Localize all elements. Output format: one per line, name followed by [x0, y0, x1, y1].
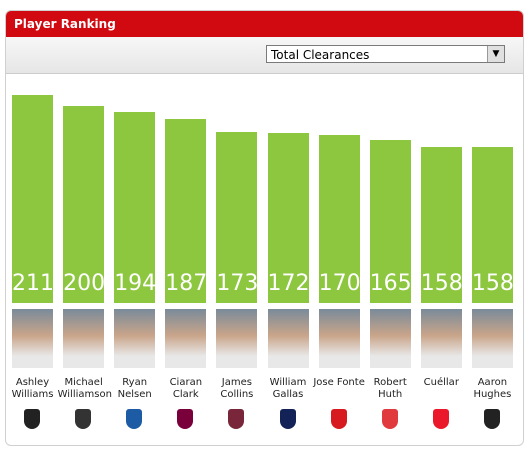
player-name: Cuéllar — [423, 377, 459, 388]
club-crest — [177, 409, 194, 429]
player-name: Ryan Nelsen — [117, 377, 152, 400]
club-crest — [126, 409, 143, 429]
bar — [216, 132, 258, 303]
value-label: 211 — [12, 271, 54, 296]
bar — [267, 133, 309, 303]
value-label: 158 — [420, 271, 463, 296]
player-photo — [369, 309, 411, 368]
bar — [63, 105, 105, 303]
player-name: Jose Fonte — [313, 377, 365, 388]
value-label: 173 — [216, 271, 259, 296]
dropdown-text: Total Clearances — [271, 48, 370, 62]
club-crest — [483, 409, 500, 429]
player-name: Ashley Williams — [11, 377, 54, 400]
toolbar: Total Clearances ▼ — [6, 37, 523, 74]
stat-dropdown[interactable]: Total Clearances ▼ — [266, 45, 505, 63]
club-crest — [228, 409, 245, 429]
player-photo — [318, 309, 360, 368]
player-photo — [114, 309, 156, 368]
club-crest — [24, 409, 40, 429]
bar — [369, 140, 411, 303]
bar — [12, 95, 53, 303]
club-crest — [381, 409, 398, 429]
player-name: James Collins — [220, 377, 254, 400]
player-photo — [216, 309, 258, 368]
player-name: Robert Huth — [373, 377, 407, 400]
club-crest — [279, 409, 296, 429]
player-photo — [165, 309, 207, 368]
player-photo — [12, 309, 53, 368]
player-photo — [471, 309, 513, 368]
bar — [471, 147, 513, 303]
player-name: Ciaran Clark — [169, 377, 203, 400]
club-crest — [432, 409, 449, 429]
bar — [420, 147, 462, 303]
club-crest — [330, 409, 347, 429]
value-label: 194 — [114, 271, 157, 296]
player-name: Aaron Hughes — [473, 377, 512, 400]
value-label: 165 — [369, 271, 412, 296]
player-photo — [63, 309, 105, 368]
player-photo — [420, 309, 462, 368]
player-photo — [267, 309, 309, 368]
club-crest — [75, 409, 92, 429]
dropdown-button[interactable]: ▼ — [487, 46, 504, 62]
bar — [114, 111, 156, 303]
player-name: William Gallas — [269, 377, 307, 400]
widget-title: Player Ranking — [6, 11, 523, 37]
value-label: 170 — [318, 271, 361, 296]
widget: Player Ranking Total Clearances ▼ 211 Ashl… — [5, 10, 524, 446]
bar — [318, 135, 360, 303]
value-label: 187 — [165, 271, 208, 296]
bar — [165, 118, 207, 303]
value-label: 172 — [267, 271, 310, 296]
value-label: 200 — [63, 271, 106, 296]
value-label: 158 — [471, 271, 514, 296]
player-name: Michael Williamson — [57, 377, 112, 400]
